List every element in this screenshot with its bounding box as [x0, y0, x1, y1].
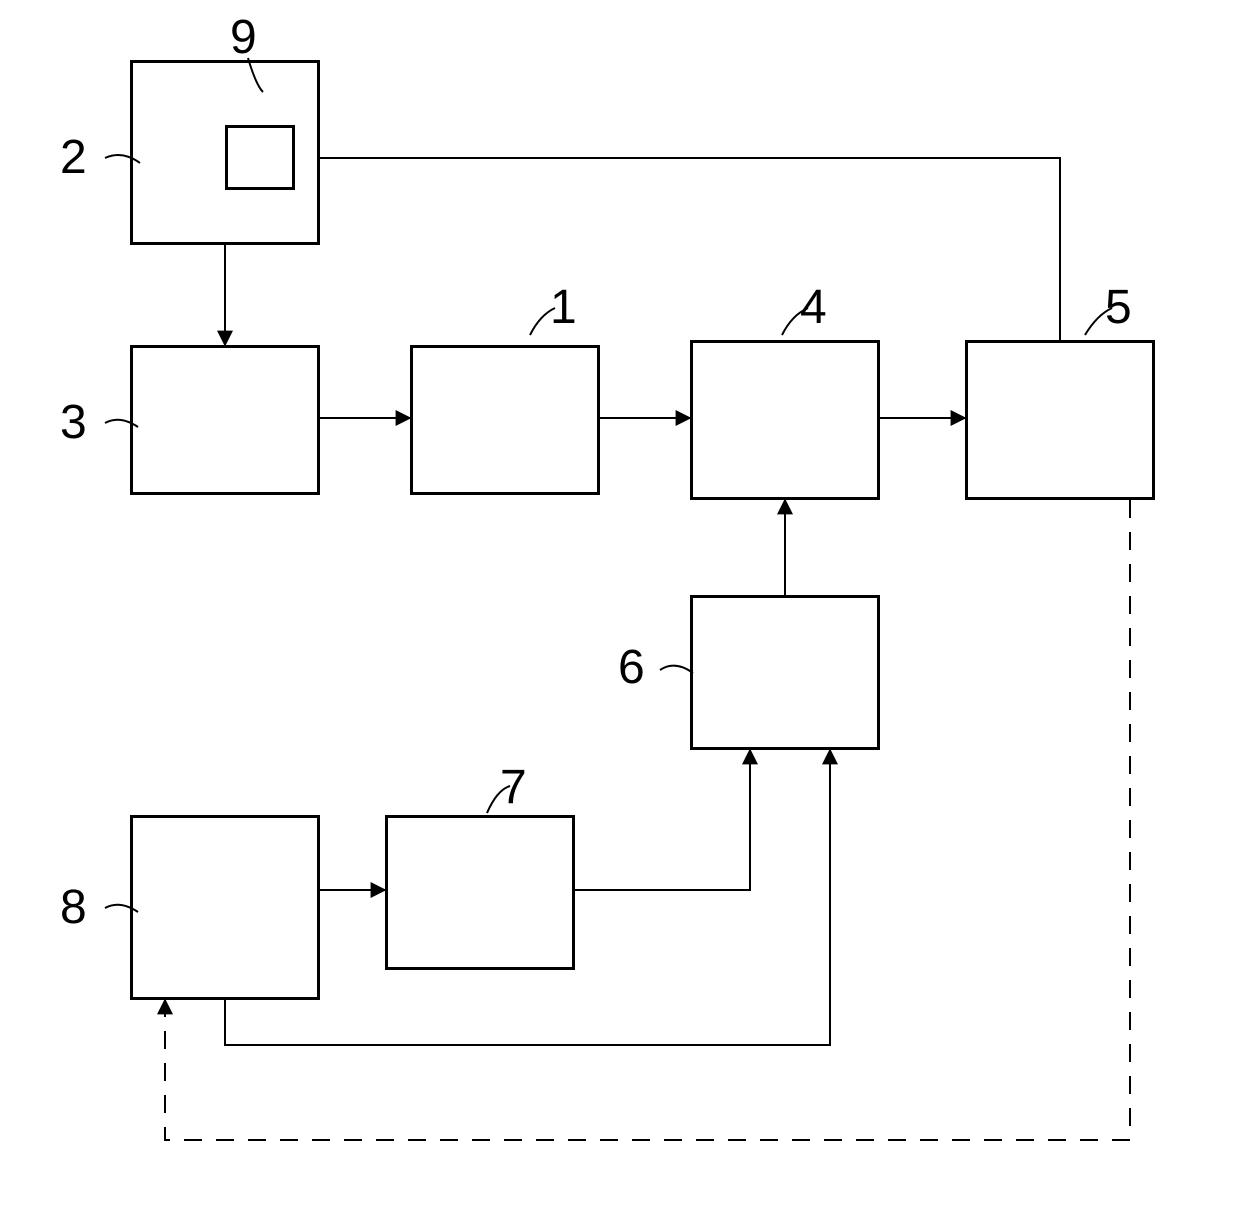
leader-n8: [0, 0, 1240, 1223]
diagram-stage: 293145678: [0, 0, 1240, 1223]
